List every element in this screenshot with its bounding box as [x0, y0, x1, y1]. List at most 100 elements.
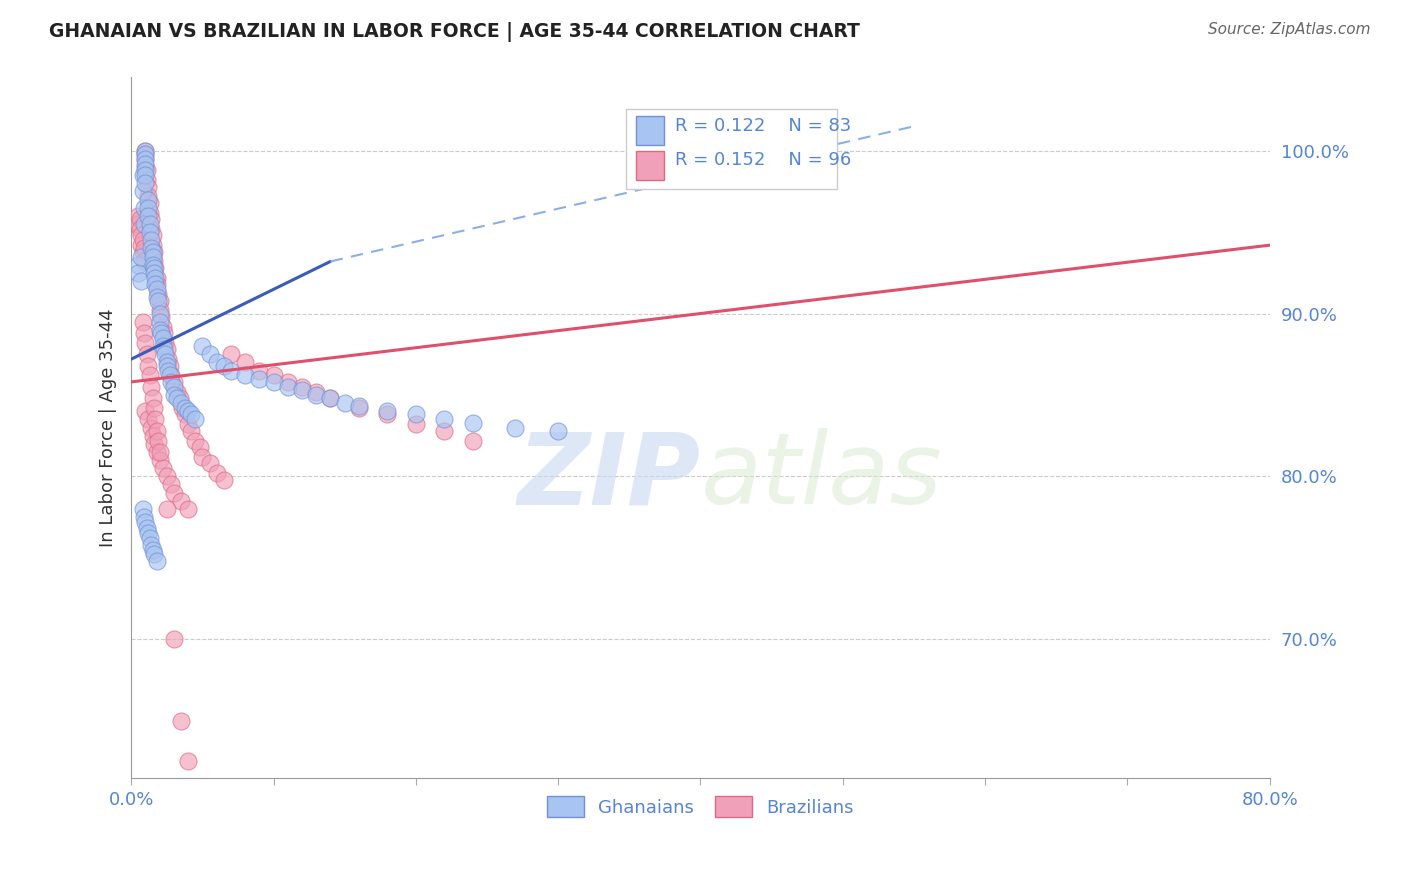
Point: [170, 493, 193, 508]
Point: [149, 306, 172, 320]
Point: [129, 250, 152, 264]
Point: [145, 260, 167, 275]
Point: [139, 195, 162, 210]
Point: [136, 189, 159, 203]
Point: [149, 323, 172, 337]
Point: [156, 355, 179, 369]
Point: [170, 714, 193, 728]
Point: [547, 424, 569, 438]
Point: [198, 456, 221, 470]
Point: [155, 347, 177, 361]
Point: [150, 310, 173, 324]
Point: [129, 238, 152, 252]
Point: [139, 225, 162, 239]
Point: [148, 434, 170, 448]
Point: [191, 450, 214, 464]
Point: [149, 303, 172, 318]
Point: [160, 477, 183, 491]
Point: [505, 420, 527, 434]
Y-axis label: In Labor Force | Age 35-44: In Labor Force | Age 35-44: [100, 309, 117, 547]
Point: [149, 315, 172, 329]
Point: [142, 258, 165, 272]
Point: [132, 254, 155, 268]
Point: [146, 290, 169, 304]
Point: [134, 147, 156, 161]
Point: [184, 434, 207, 448]
Point: [263, 375, 285, 389]
Point: [143, 437, 166, 451]
Text: R = 0.122    N = 83: R = 0.122 N = 83: [675, 118, 852, 136]
Point: [134, 335, 156, 350]
Point: [177, 754, 200, 768]
Point: [141, 420, 163, 434]
Point: [134, 163, 156, 178]
Point: [139, 531, 162, 545]
Point: [170, 396, 193, 410]
Point: [134, 515, 156, 529]
Point: [131, 168, 153, 182]
Point: [212, 359, 235, 373]
Point: [135, 163, 157, 178]
Point: [142, 542, 165, 557]
Point: [163, 632, 186, 647]
Point: [156, 469, 179, 483]
Point: [163, 375, 186, 389]
Point: [174, 401, 197, 415]
Point: [149, 445, 172, 459]
Point: [160, 368, 183, 383]
Point: [166, 391, 188, 405]
Point: [153, 326, 176, 340]
Point: [152, 461, 174, 475]
Point: [143, 254, 166, 268]
Point: [157, 363, 180, 377]
Point: [377, 404, 399, 418]
Point: [291, 380, 314, 394]
Point: [129, 228, 152, 243]
Point: [169, 391, 191, 405]
Point: [461, 416, 484, 430]
Point: [134, 147, 156, 161]
Point: [146, 554, 169, 568]
Point: [149, 293, 172, 308]
Point: [305, 384, 328, 399]
Point: [136, 209, 159, 223]
Point: [134, 404, 156, 418]
Point: [131, 233, 153, 247]
Point: [212, 473, 235, 487]
Point: [205, 355, 228, 369]
Point: [136, 526, 159, 541]
Point: [163, 485, 186, 500]
Point: [135, 521, 157, 535]
Point: [139, 205, 162, 219]
Point: [139, 217, 162, 231]
Point: [136, 193, 159, 207]
Legend: Ghanaians, Brazilians: Ghanaians, Brazilians: [540, 789, 860, 824]
Point: [143, 260, 166, 275]
Point: [142, 238, 165, 252]
Point: [166, 384, 188, 399]
Point: [134, 152, 156, 166]
Point: [136, 179, 159, 194]
Point: [131, 244, 153, 259]
Point: [177, 404, 200, 418]
Point: [143, 548, 166, 562]
Point: [127, 266, 149, 280]
Point: [142, 391, 165, 405]
Point: [145, 270, 167, 285]
Point: [136, 359, 159, 373]
Text: R = 0.152    N = 96: R = 0.152 N = 96: [675, 151, 852, 169]
Point: [134, 168, 156, 182]
Point: [141, 233, 163, 247]
Point: [433, 424, 456, 438]
Point: [127, 209, 149, 223]
Point: [319, 391, 342, 405]
Point: [155, 335, 177, 350]
Point: [146, 282, 169, 296]
Point: [291, 383, 314, 397]
Point: [152, 319, 174, 334]
Point: [405, 408, 427, 422]
Point: [131, 502, 153, 516]
Point: [156, 359, 179, 373]
Point: [347, 401, 370, 415]
Point: [150, 326, 173, 340]
